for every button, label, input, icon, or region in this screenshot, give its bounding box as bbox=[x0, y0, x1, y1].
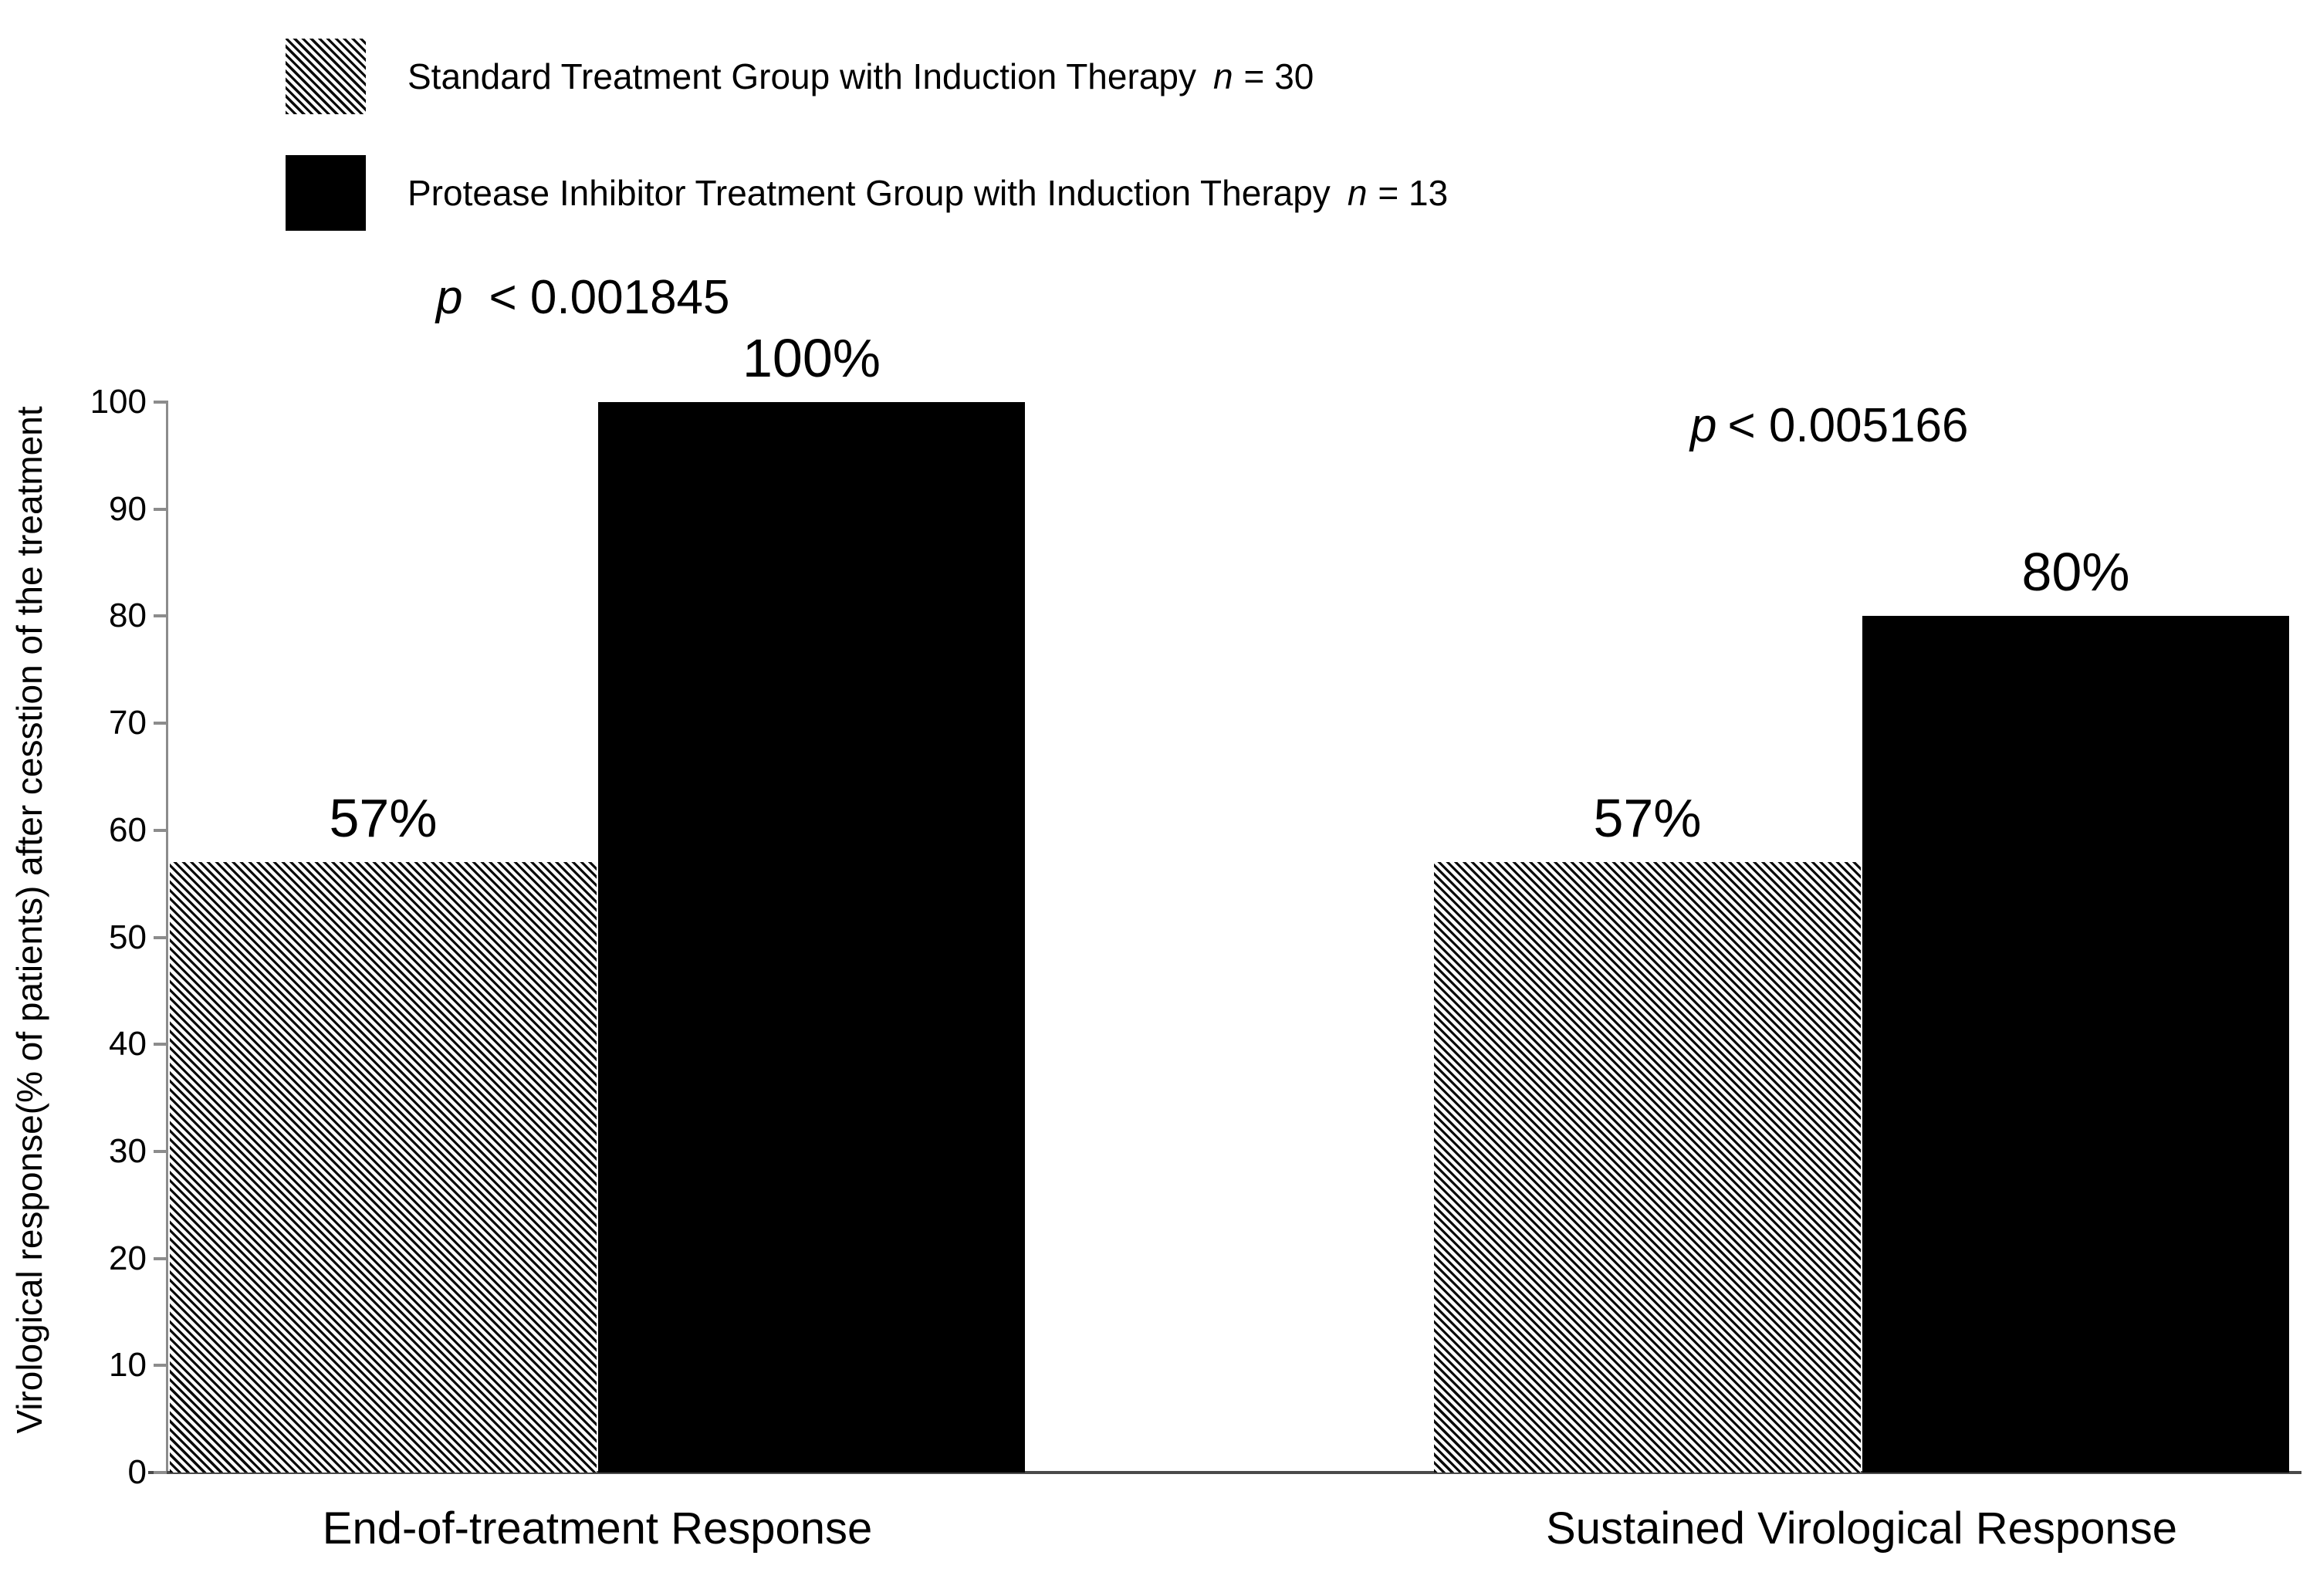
y-tick-mark bbox=[154, 614, 167, 618]
y-tick-label: 90 bbox=[109, 489, 147, 528]
p-symbol: p bbox=[436, 271, 463, 324]
bar-value-label: 57% bbox=[329, 788, 438, 848]
x-category-label: End-of-treatment Response bbox=[322, 1503, 873, 1554]
y-tick-label: 70 bbox=[109, 704, 147, 742]
legend-item-standard: Standard Treatment Group with Induction … bbox=[286, 39, 1314, 114]
y-tick-mark bbox=[154, 401, 167, 404]
bar-value-label: 100% bbox=[742, 328, 881, 388]
bar-standard-0 bbox=[170, 862, 597, 1473]
x-category-label: Sustained Virological Response bbox=[1546, 1503, 2177, 1554]
legend-n-symbol-standard: n bbox=[1212, 56, 1233, 96]
y-tick-mark bbox=[154, 1043, 167, 1047]
legend-label-protease: Protease Inhibitor Treatment Group with … bbox=[408, 175, 1448, 211]
legend-n-value-standard: = 30 bbox=[1243, 56, 1314, 96]
legend-label-standard: Standard Treatment Group with Induction … bbox=[408, 59, 1314, 94]
y-tick-mark bbox=[154, 935, 167, 939]
p-symbol: p bbox=[1690, 399, 1717, 452]
bar-standard-1 bbox=[1434, 862, 1861, 1473]
bar-protease-0 bbox=[598, 402, 1025, 1473]
p-value-annotation-svr: p < 0.005166 bbox=[1690, 399, 1969, 452]
y-tick-label: 10 bbox=[109, 1346, 147, 1385]
y-tick-mark bbox=[154, 1364, 167, 1368]
p-value-annotation-eot: p < 0.001845 bbox=[436, 271, 730, 324]
legend-n-value-protease: = 13 bbox=[1378, 173, 1449, 213]
legend-n-symbol-protease: n bbox=[1347, 173, 1368, 213]
y-tick-label: 100 bbox=[90, 383, 147, 421]
y-tick-mark bbox=[154, 1256, 167, 1260]
y-tick-label: 20 bbox=[109, 1239, 147, 1277]
y-axis-line bbox=[166, 401, 168, 1474]
y-tick-label: 60 bbox=[109, 810, 147, 849]
y-tick-mark bbox=[154, 722, 167, 725]
legend-item-protease: Protease Inhibitor Treatment Group with … bbox=[286, 155, 1448, 231]
y-tick-label: 40 bbox=[109, 1025, 147, 1063]
y-tick-label: 80 bbox=[109, 597, 147, 635]
y-tick-mark bbox=[154, 1471, 167, 1474]
legend-swatch-solid-black bbox=[286, 155, 366, 231]
legend-text-protease: Protease Inhibitor Treatment Group with … bbox=[408, 173, 1331, 213]
p-value-text: < 0.001845 bbox=[489, 271, 730, 324]
y-tick-mark bbox=[154, 828, 167, 832]
y-tick-label: 30 bbox=[109, 1131, 147, 1170]
y-tick-label: 0 bbox=[127, 1453, 147, 1491]
bar-value-label: 57% bbox=[1593, 788, 1702, 848]
p-value-text: < 0.005166 bbox=[1727, 399, 1969, 452]
legend-text-standard: Standard Treatment Group with Induction … bbox=[408, 56, 1196, 96]
bar-protease-1 bbox=[1862, 616, 2289, 1473]
y-tick-mark bbox=[154, 1149, 167, 1153]
bar-value-label: 80% bbox=[2021, 542, 2130, 602]
x-axis-line bbox=[148, 1471, 2301, 1474]
legend-swatch-hatched bbox=[286, 39, 366, 114]
y-tick-mark bbox=[154, 507, 167, 511]
y-tick-label: 50 bbox=[109, 918, 147, 956]
